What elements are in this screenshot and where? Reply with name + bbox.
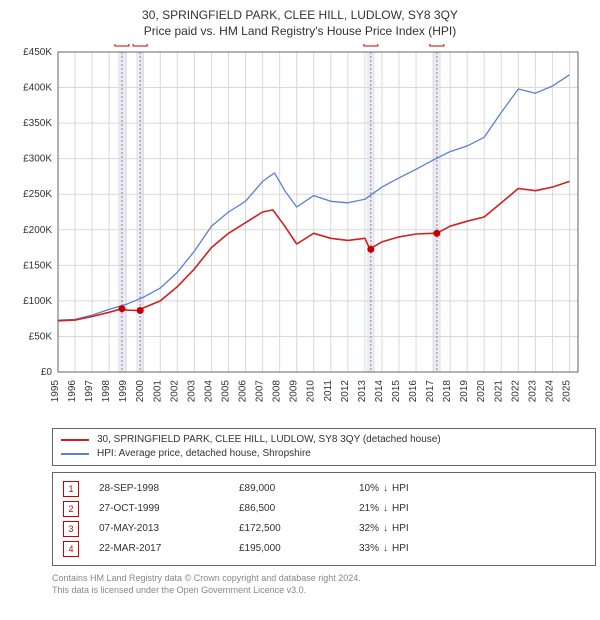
x-axis-label: 2014 bbox=[374, 380, 385, 403]
arrow-down-icon: ↓ bbox=[383, 499, 388, 519]
x-axis-label: 1998 bbox=[101, 380, 112, 403]
x-axis-label: 2013 bbox=[357, 380, 368, 403]
event-row: 1 28-SEP-1998£89,00010%↓HPI bbox=[61, 479, 587, 499]
y-axis-label: £100K bbox=[23, 296, 52, 307]
event-marker-badge: 1 bbox=[119, 44, 124, 45]
x-axis-label: 2011 bbox=[323, 380, 334, 402]
legend-label: HPI: Average price, detached house, Shro… bbox=[97, 447, 311, 461]
event-diff-pct: 32% bbox=[359, 519, 379, 539]
events-table: 128-SEP-1998£89,00010%↓HPI227-OCT-1999£8… bbox=[52, 472, 596, 566]
footer-line1: Contains HM Land Registry data © Crown c… bbox=[52, 572, 596, 584]
event-marker-dot bbox=[367, 246, 374, 253]
event-price: £89,000 bbox=[239, 479, 359, 499]
event-price: £172,500 bbox=[239, 519, 359, 539]
event-badge: 4 bbox=[63, 541, 79, 557]
event-diff-pct: 21% bbox=[359, 499, 379, 519]
x-axis-label: 2024 bbox=[544, 380, 555, 403]
x-axis-label: 2008 bbox=[272, 380, 283, 403]
x-axis-label: 2005 bbox=[220, 380, 231, 403]
y-axis-label: £450K bbox=[23, 47, 52, 58]
x-axis-label: 1995 bbox=[50, 380, 61, 403]
x-axis-label: 2003 bbox=[186, 380, 197, 403]
x-axis-label: 2009 bbox=[289, 380, 300, 403]
event-marker-dot bbox=[137, 307, 144, 314]
x-axis-label: 2023 bbox=[527, 380, 538, 403]
x-axis-label: 2018 bbox=[442, 380, 453, 403]
event-marker-dot bbox=[433, 230, 440, 237]
x-axis-label: 2016 bbox=[408, 380, 419, 403]
event-diff-pct: 33% bbox=[359, 539, 379, 559]
event-date: 07-MAY-2013 bbox=[99, 519, 239, 539]
event-price: £195,000 bbox=[239, 539, 359, 559]
event-diff: 10%↓HPI bbox=[359, 479, 409, 499]
x-axis-label: 2019 bbox=[459, 380, 470, 403]
event-marker-dot bbox=[118, 305, 125, 312]
x-axis-label: 2000 bbox=[135, 380, 146, 403]
event-row: 4 22-MAR-2017£195,00033%↓HPI bbox=[61, 539, 587, 559]
y-axis-label: £0 bbox=[41, 367, 53, 378]
arrow-down-icon: ↓ bbox=[383, 519, 388, 539]
x-axis-label: 2017 bbox=[425, 380, 436, 403]
y-axis-label: £50K bbox=[29, 331, 53, 342]
event-diff: 32%↓HPI bbox=[359, 519, 409, 539]
event-badge: 3 bbox=[63, 521, 79, 537]
event-note: HPI bbox=[392, 539, 409, 559]
event-note: HPI bbox=[392, 499, 409, 519]
arrow-down-icon: ↓ bbox=[383, 479, 388, 499]
event-row: 3 07-MAY-2013£172,50032%↓HPI bbox=[61, 519, 587, 539]
x-axis-label: 1996 bbox=[67, 380, 78, 403]
y-axis-label: £200K bbox=[23, 225, 52, 236]
x-axis-label: 1997 bbox=[84, 380, 95, 403]
legend-item: 30, SPRINGFIELD PARK, CLEE HILL, LUDLOW,… bbox=[61, 433, 587, 447]
y-axis-label: £400K bbox=[23, 83, 52, 94]
page-subtitle: Price paid vs. HM Land Registry's House … bbox=[12, 24, 588, 38]
x-axis-label: 2001 bbox=[152, 380, 163, 403]
x-axis-label: 2010 bbox=[306, 380, 317, 403]
x-axis-label: 2012 bbox=[340, 380, 351, 403]
x-axis-label: 2021 bbox=[493, 380, 504, 403]
x-axis-label: 2006 bbox=[238, 380, 249, 403]
y-axis-label: £150K bbox=[23, 260, 52, 271]
event-date: 27-OCT-1999 bbox=[99, 499, 239, 519]
y-axis-label: £350K bbox=[23, 118, 52, 129]
event-marker-badge: 4 bbox=[434, 44, 439, 45]
legend-item: HPI: Average price, detached house, Shro… bbox=[61, 447, 587, 461]
event-note: HPI bbox=[392, 479, 409, 499]
price-chart: £0 £50K £100K £150K £200K £250K £300K £350K £400… bbox=[12, 44, 588, 424]
event-diff: 21%↓HPI bbox=[359, 499, 409, 519]
event-price: £86,500 bbox=[239, 499, 359, 519]
event-marker-badge: 2 bbox=[138, 44, 143, 45]
x-axis-label: 2007 bbox=[255, 380, 266, 403]
x-axis-label: 2020 bbox=[476, 380, 487, 403]
event-row: 2 27-OCT-1999£86,50021%↓HPI bbox=[61, 499, 587, 519]
x-axis-label: 2022 bbox=[510, 380, 521, 403]
event-diff: 33%↓HPI bbox=[359, 539, 409, 559]
x-axis-label: 2004 bbox=[203, 380, 214, 403]
x-axis-label: 2002 bbox=[169, 380, 180, 403]
arrow-down-icon: ↓ bbox=[383, 539, 388, 559]
event-note: HPI bbox=[392, 519, 409, 539]
event-date: 28-SEP-1998 bbox=[99, 479, 239, 499]
event-marker-badge: 3 bbox=[368, 44, 373, 45]
legend-swatch bbox=[61, 439, 89, 441]
x-axis-label: 1999 bbox=[118, 380, 129, 403]
footer-attribution: Contains HM Land Registry data © Crown c… bbox=[52, 572, 596, 596]
x-axis-label: 2025 bbox=[561, 380, 572, 403]
y-axis-label: £250K bbox=[23, 189, 52, 200]
page-title: 30, SPRINGFIELD PARK, CLEE HILL, LUDLOW,… bbox=[12, 8, 588, 22]
y-axis-label: £300K bbox=[23, 154, 52, 165]
event-date: 22-MAR-2017 bbox=[99, 539, 239, 559]
footer-line2: This data is licensed under the Open Gov… bbox=[52, 584, 596, 596]
legend-label: 30, SPRINGFIELD PARK, CLEE HILL, LUDLOW,… bbox=[97, 433, 441, 447]
legend-swatch bbox=[61, 453, 89, 455]
x-axis-label: 2015 bbox=[391, 380, 402, 403]
event-badge: 2 bbox=[63, 501, 79, 517]
event-badge: 1 bbox=[63, 481, 79, 497]
legend: 30, SPRINGFIELD PARK, CLEE HILL, LUDLOW,… bbox=[52, 428, 596, 466]
event-diff-pct: 10% bbox=[359, 479, 379, 499]
